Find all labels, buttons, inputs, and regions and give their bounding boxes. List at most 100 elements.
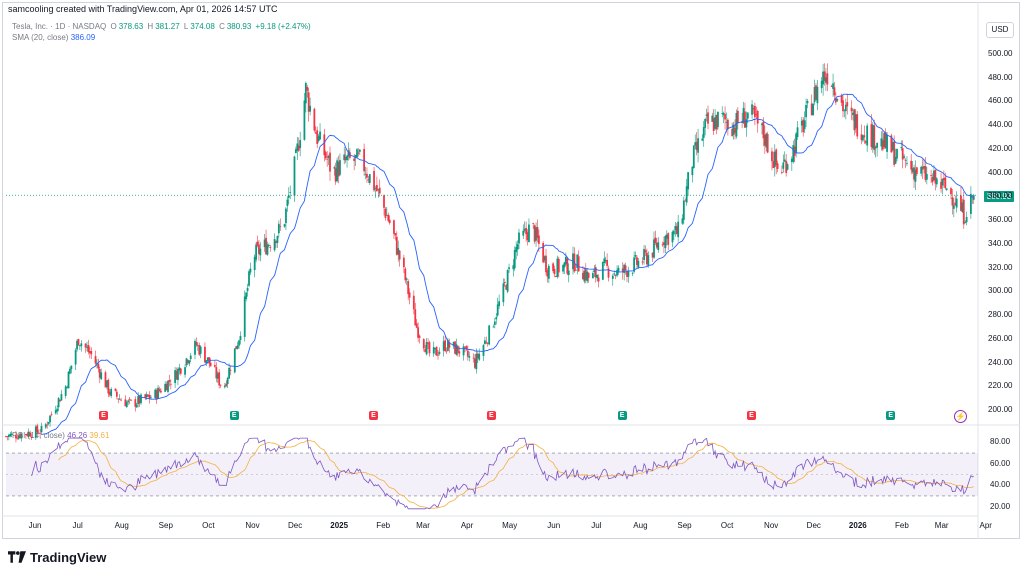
candle-body bbox=[344, 156, 347, 161]
candle-body bbox=[347, 150, 350, 157]
candle-body bbox=[687, 172, 690, 190]
candle-body bbox=[60, 394, 63, 401]
candle-body bbox=[921, 166, 924, 170]
candle-body bbox=[731, 128, 734, 137]
candle-body bbox=[515, 247, 518, 252]
candle-body bbox=[832, 83, 834, 89]
candle-body bbox=[594, 267, 597, 278]
candle-body bbox=[726, 119, 729, 130]
candle-body bbox=[964, 222, 967, 223]
candle-body bbox=[444, 340, 447, 352]
candle-body bbox=[76, 340, 78, 350]
candle-body bbox=[603, 258, 606, 263]
candle-body bbox=[596, 274, 599, 279]
candle-body bbox=[34, 426, 37, 438]
candle-body bbox=[555, 275, 557, 277]
candle-body bbox=[199, 346, 202, 354]
candle-body bbox=[148, 394, 151, 399]
candle-body bbox=[458, 351, 461, 354]
candle-body bbox=[86, 347, 88, 348]
time-tick-label: Mar bbox=[416, 521, 430, 530]
candle-body bbox=[695, 141, 698, 151]
candle-body bbox=[373, 170, 375, 191]
candle-body bbox=[576, 254, 579, 268]
candle-body bbox=[704, 118, 707, 128]
earnings-marker-icon[interactable]: E bbox=[98, 411, 108, 420]
earnings-marker-icon[interactable]: E bbox=[486, 411, 496, 420]
candle-body bbox=[454, 341, 456, 354]
candle-body bbox=[478, 353, 481, 360]
candle-body bbox=[785, 160, 788, 173]
candle-body bbox=[795, 133, 798, 153]
time-tick-label: Oct bbox=[202, 521, 215, 530]
candle-body bbox=[633, 257, 636, 272]
candle-body bbox=[834, 97, 837, 103]
candle-body bbox=[893, 141, 896, 165]
price-tick-label: 240.00 bbox=[988, 357, 1013, 367]
candle-body bbox=[267, 245, 270, 247]
time-tick-label: May bbox=[502, 521, 518, 530]
candle-body bbox=[873, 125, 876, 150]
candle-body bbox=[822, 71, 825, 85]
candle-body bbox=[924, 166, 927, 180]
earnings-marker-icon[interactable]: E bbox=[746, 411, 756, 420]
candle-body bbox=[5, 436, 7, 437]
candle-body bbox=[513, 250, 516, 269]
candle-body bbox=[566, 258, 569, 274]
candle-body bbox=[424, 349, 427, 353]
earnings-marker-icon[interactable]: E bbox=[886, 411, 896, 420]
candle-body bbox=[195, 342, 198, 346]
candle-body bbox=[950, 188, 952, 195]
candle-body bbox=[358, 149, 361, 152]
earnings-marker-icon[interactable]: E bbox=[229, 411, 239, 420]
sma-legend[interactable]: SMA (20, close) 386.09 bbox=[12, 33, 95, 42]
candle-body bbox=[574, 269, 577, 271]
candle-body bbox=[725, 122, 728, 123]
candle-body bbox=[800, 120, 803, 126]
candle-body bbox=[597, 277, 600, 282]
time-tick-label: Aug bbox=[633, 521, 648, 530]
candle-body bbox=[914, 169, 917, 182]
rsi-legend[interactable]: RSI (14, close) 46.26 39.61 bbox=[12, 431, 109, 440]
upcoming-event-icon[interactable]: ⚡ bbox=[954, 410, 967, 423]
candle-body bbox=[155, 390, 158, 399]
candle-body bbox=[384, 208, 387, 218]
candle-body bbox=[98, 369, 101, 378]
candle-body bbox=[836, 99, 839, 101]
rsi-tick-label: 80.00 bbox=[990, 437, 1011, 447]
candle-body bbox=[407, 281, 410, 295]
candle-body bbox=[786, 164, 789, 170]
candle-body bbox=[802, 119, 805, 133]
candle-body bbox=[100, 372, 103, 380]
candle-body bbox=[493, 321, 496, 325]
candle-body bbox=[816, 86, 819, 104]
chart-frame[interactable] bbox=[2, 2, 1020, 539]
candle-body bbox=[525, 227, 528, 235]
candle-body bbox=[474, 358, 476, 368]
candle-body bbox=[644, 250, 647, 253]
low-label: L bbox=[183, 22, 189, 31]
currency-button[interactable]: USD bbox=[986, 22, 1014, 38]
earnings-marker-icon[interactable]: E bbox=[617, 411, 627, 420]
candle-body bbox=[174, 370, 177, 384]
candle-body bbox=[485, 341, 488, 343]
candle-body bbox=[110, 388, 113, 397]
candle-body bbox=[269, 247, 272, 248]
candle-body bbox=[154, 389, 157, 399]
candle-body bbox=[675, 226, 678, 235]
candle-body bbox=[826, 73, 829, 85]
candle-body bbox=[168, 380, 171, 382]
candle-body bbox=[39, 432, 42, 434]
candle-body bbox=[167, 380, 169, 392]
candle-body bbox=[313, 108, 316, 131]
candle-body bbox=[255, 244, 258, 260]
candle-body bbox=[775, 149, 778, 166]
candle-body bbox=[414, 309, 417, 326]
candle-body bbox=[213, 365, 216, 367]
earnings-marker-icon[interactable]: E bbox=[368, 411, 378, 420]
time-tick-label: Sep bbox=[677, 521, 692, 530]
candle-body bbox=[881, 140, 884, 150]
candle-body bbox=[404, 268, 407, 281]
candle-body bbox=[677, 221, 680, 238]
